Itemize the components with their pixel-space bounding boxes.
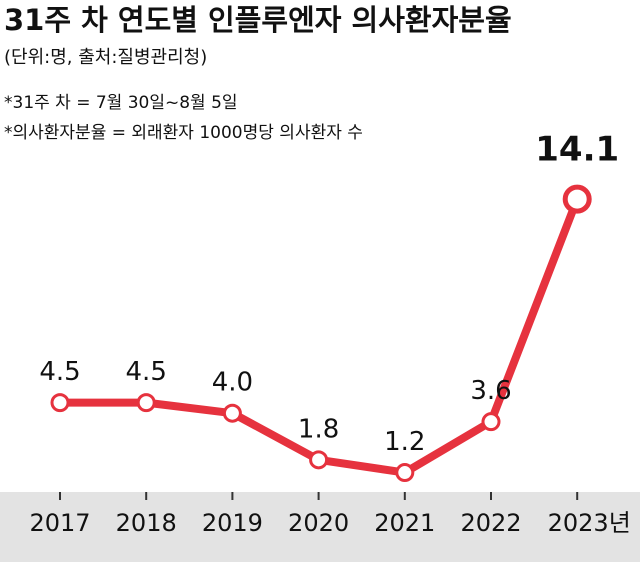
axis-band	[0, 492, 640, 562]
value-label: 4.0	[212, 368, 253, 398]
point	[481, 412, 501, 432]
value-label: 1.2	[384, 427, 425, 457]
point	[50, 393, 70, 413]
point	[222, 403, 242, 423]
x-tick-label: 2020	[288, 509, 349, 537]
point	[395, 463, 415, 483]
chart-title: 31주 차 연도별 인플루엔자 의사환자분율	[4, 3, 512, 37]
value-label: 1.8	[298, 414, 339, 444]
x-tick-label: 2023년	[548, 509, 631, 537]
value-label: 14.1	[535, 130, 619, 170]
x-tick-label: 2018	[116, 509, 177, 537]
point	[136, 393, 156, 413]
value-label: 4.5	[126, 357, 167, 387]
note: *의사환자분율 = 외래환자 1000명당 의사환자 수	[4, 123, 363, 143]
point	[309, 450, 329, 470]
point	[562, 184, 592, 214]
x-tick-label: 2022	[460, 509, 521, 537]
x-tick-label: 2021	[374, 509, 435, 537]
x-tick-label: 2019	[202, 509, 263, 537]
x-tick-label: 2017	[29, 509, 90, 537]
value-label: 3.6	[470, 376, 511, 406]
note: *31주 차 = 7월 30일~8월 5일	[4, 93, 238, 113]
value-label: 4.5	[39, 357, 80, 387]
chart-subtitle: (단위:명, 출처:질병관리청)	[4, 47, 207, 68]
